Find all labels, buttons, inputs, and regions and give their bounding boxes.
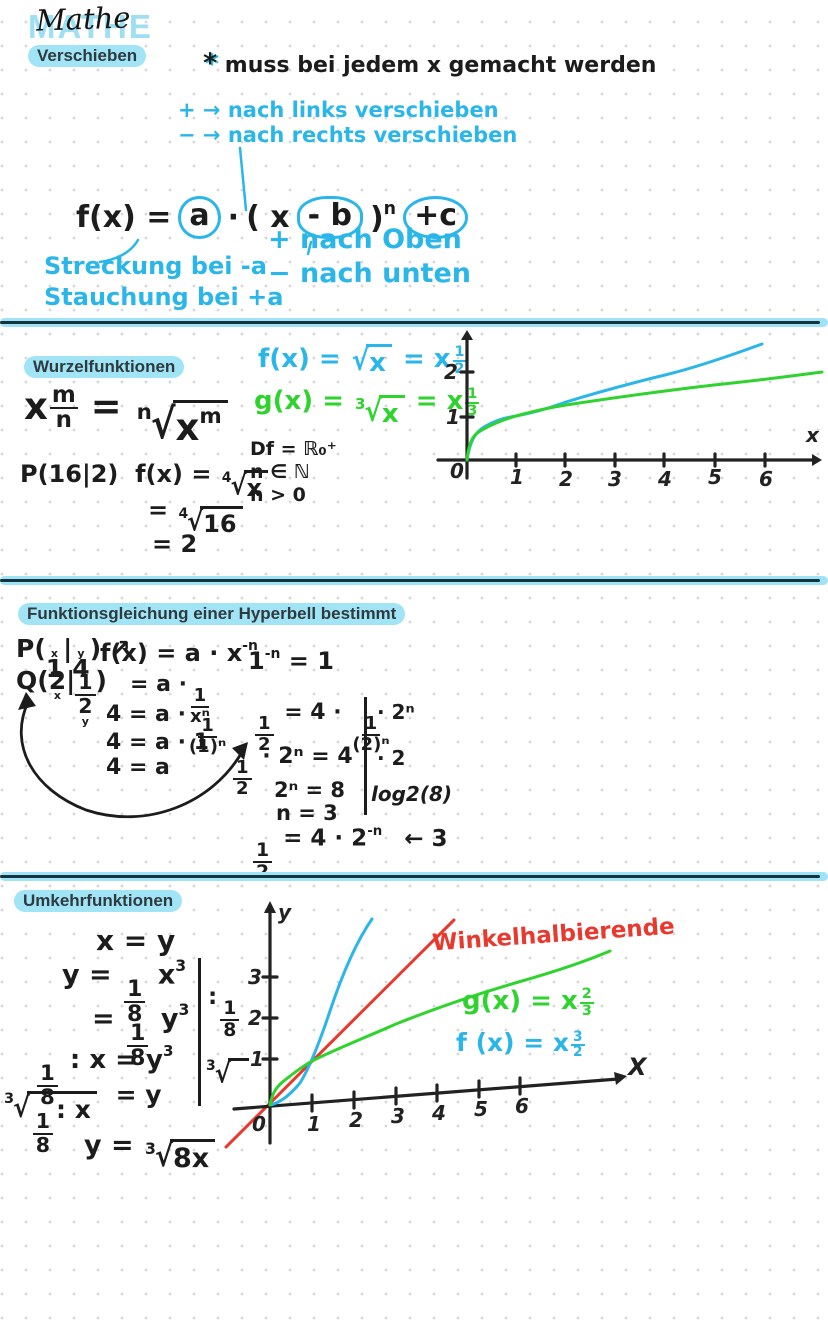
section-divider-3	[0, 872, 828, 881]
svg-text:5: 5	[474, 1097, 488, 1121]
section-divider-2	[0, 576, 828, 585]
op-times-2: · 2	[377, 746, 406, 770]
plus-shift-note: + → nach links verschieben	[178, 98, 499, 122]
svg-text:2: 2	[349, 1108, 363, 1132]
section-heading-hyperbel: Funktionsgleichung einer Hyperbell besti…	[18, 603, 406, 625]
point-p: P(16|2)	[20, 460, 119, 488]
circled-plus-c: +c	[403, 196, 468, 239]
domain-n-gt-0: n > 0	[250, 484, 306, 506]
point-q-line: Q(2 x | 1 2 y)	[16, 666, 107, 729]
curve-cbrt-x	[465, 370, 824, 462]
section-heading-umkehrfunktionen: Umkehrfunktionen	[14, 890, 183, 912]
umkehr-operations-bar	[198, 958, 201, 1106]
svg-text:2: 2	[559, 467, 573, 491]
svg-text:3: 3	[391, 1104, 405, 1128]
p-to-f-arrow: ↗	[109, 634, 131, 663]
root-example-line3: = 2	[152, 530, 198, 558]
hyperbel-step-4: 4 = a · 1	[106, 730, 209, 755]
root-example-line1: P(16|2) f(x) = 4 √ x	[20, 460, 270, 502]
curved-arrow	[18, 692, 248, 819]
section-heading-verschieben: Verschieben	[28, 45, 147, 67]
star-note: * * muss bei jedem x gemacht werden	[203, 48, 657, 80]
curve-x-pow-3-2	[268, 917, 374, 1107]
umkehr-line-6: y = 3 √ 8x	[84, 1130, 217, 1174]
formula-lhs: f(x) =	[76, 199, 172, 235]
svg-text:6: 6	[515, 1094, 529, 1118]
graph-umkehrfunktionen: 0 1 2 3 4 5 6 1 2 3 y X	[224, 900, 648, 1149]
hyperbel-step-5: 4 = a	[106, 755, 170, 780]
svg-text:2: 2	[248, 1006, 262, 1030]
hyperbel-right-1: 1-n = 1	[248, 646, 334, 676]
point-p-line: P(x 1 | y 4) ↗	[16, 634, 131, 684]
umkehr-line-5: 3 √ 1 8: x = y	[4, 1080, 162, 1157]
title-highlight-text: MATHE	[28, 8, 153, 45]
svg-text:1: 1	[250, 1047, 264, 1071]
minus-shift-note: − → nach rechts verschieben	[178, 123, 518, 147]
section-divider-1	[0, 318, 828, 327]
star-note-text: muss bei jedem x gemacht werden	[224, 53, 657, 78]
svg-text:3: 3	[248, 965, 262, 989]
nach-oben-note: + nach Oben	[268, 224, 462, 255]
domain-notes: Df = ℝ₀⁺ n ∈ ℕ n > 0	[250, 438, 337, 507]
stauchung-note: Stauchung bei +a	[44, 283, 284, 311]
hyperbel-right-5: n = 3	[276, 801, 338, 825]
operations-bar	[364, 697, 367, 815]
plus-arrow: + →	[178, 98, 221, 122]
back-reference-arrow: ← 3	[404, 825, 448, 852]
svg-text:6: 6	[759, 467, 773, 491]
domain-df: Df = ℝ₀⁺	[250, 438, 337, 460]
svg-text:1: 1	[446, 405, 460, 429]
svg-text:5: 5	[708, 465, 722, 489]
asterisk-icon: * *	[203, 48, 220, 80]
hyperbel-right-4: 2ⁿ = 8	[274, 778, 346, 802]
x-axis-label: x	[805, 423, 820, 447]
umkehr-line-1: x = y	[96, 924, 176, 957]
hyperbel-step-1: f(x) = a · x-n	[100, 638, 258, 668]
section-heading-wurzelfunktionen: Wurzelfunktionen	[24, 356, 185, 378]
origin-label-2: 0	[252, 1112, 266, 1136]
umkehr-op-cuberoot: 3 √	[204, 1048, 251, 1089]
y-axis-label-2: y	[278, 900, 292, 924]
svg-text:4: 4	[431, 1101, 446, 1125]
svg-text:3: 3	[608, 467, 622, 491]
svg-text:4: 4	[657, 467, 672, 491]
shift-formula: f(x) = a · ( x - b )n +c	[76, 196, 468, 239]
streckung-note: Streckung bei -a	[44, 252, 267, 280]
curve-sqrt-x	[465, 342, 764, 462]
x-axis-label-2: X	[626, 1053, 648, 1081]
root-example-line2: = 4 √ 16	[148, 496, 245, 538]
winkelhalbierende-line	[224, 918, 456, 1149]
circled-a: a	[178, 196, 221, 239]
nach-unten-note: − nach unten	[268, 258, 471, 289]
svg-text:1: 1	[510, 465, 524, 489]
hyperbel-step-3: 4 = a · 1 (1)ⁿ	[106, 702, 227, 757]
curve-x-pow-2-3	[268, 949, 612, 1107]
origin-label: 0	[450, 459, 464, 483]
title-script-text: Mathe	[35, 0, 132, 38]
nth-root: n √ xm	[137, 400, 228, 449]
op-log2: log2(8)	[371, 782, 453, 806]
annotation-strokes	[98, 146, 313, 264]
svg-text:2: 2	[444, 360, 458, 384]
op-times-2n: · 2ⁿ	[377, 700, 415, 724]
svg-text:1: 1	[307, 1112, 321, 1136]
graph-wurzelfunktionen: 0 1 2 3 4 5 6 1 2 x	[436, 330, 824, 491]
minus-arrow: − →	[178, 123, 221, 147]
domain-n-in-N: n ∈ ℕ	[250, 461, 310, 483]
circled-minus-b: - b	[296, 196, 363, 239]
hyperbel-step-2: = a · 1 xⁿ	[130, 672, 210, 727]
page-title: MATHE Mathe	[28, 0, 153, 46]
